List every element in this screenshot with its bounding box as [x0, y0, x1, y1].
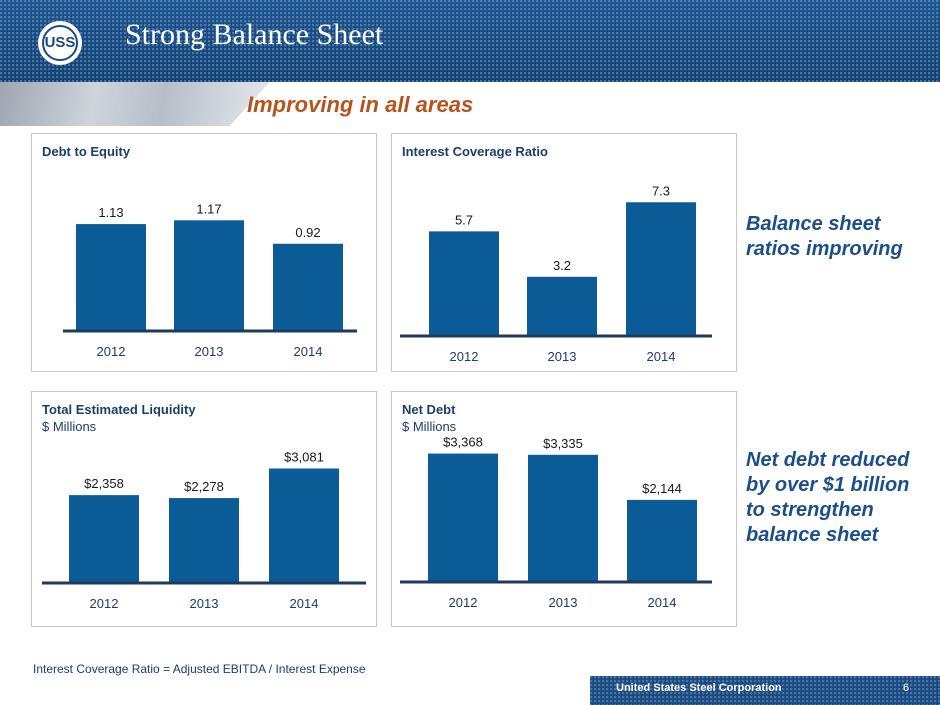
- callout-line: Balance sheet: [746, 213, 881, 235]
- tick-label-2014: 2014: [648, 595, 677, 610]
- chart-net-debt: $3,368 2012 $3,335 2013 $2,144 2014: [400, 435, 712, 610]
- data-label-2014: 0.92: [295, 225, 320, 240]
- bar-2012: [428, 453, 498, 581]
- uss-logo-text: USS: [42, 25, 78, 61]
- panel-debt-to-equity: Debt to Equity 1.13 2012 1.17 2013 0.92 2014: [31, 133, 377, 372]
- footnote: Interest Coverage Ratio = Adjusted EBITD…: [33, 662, 366, 676]
- data-label-2013: $3,335: [543, 436, 583, 451]
- tick-label-2013: 2013: [190, 596, 219, 611]
- callout-line: Net debt reduced: [746, 449, 910, 471]
- callout-net-debt: Net debt reduced by over $1 billion to s…: [746, 448, 909, 548]
- panel-net-debt: Net Debt $ Millions $3,368 2012 $3,335 2013…: [391, 391, 737, 627]
- callout-line: to strengthen: [746, 499, 874, 521]
- data-label-2012: 1.13: [98, 205, 123, 220]
- data-label-2012: $3,368: [443, 435, 483, 450]
- bar-2014: [627, 499, 697, 581]
- page-subtitle: Improving in all areas: [247, 92, 474, 117]
- tick-label-2012: 2012: [97, 344, 126, 359]
- chart-subtitle: $ Millions: [402, 419, 457, 434]
- tick-label-2014: 2014: [647, 349, 676, 364]
- callout-line: ratios improving: [746, 238, 903, 260]
- bar-2013: [174, 220, 244, 330]
- data-label-2012: $2,358: [84, 476, 124, 491]
- chart-title: Total Estimated Liquidity: [42, 402, 196, 417]
- tick-label-2014: 2014: [294, 344, 323, 359]
- bar-2014: [626, 202, 696, 335]
- panel-total-liquidity: Total Estimated Liquidity $ Millions $2,…: [31, 391, 377, 627]
- tick-label-2012: 2012: [450, 349, 479, 364]
- uss-logo: USS: [38, 21, 82, 65]
- data-label-2013: 1.17: [196, 201, 221, 216]
- tick-label-2013: 2013: [549, 595, 578, 610]
- chart-subtitle: $ Millions: [42, 419, 97, 434]
- callout-line: by over $1 billion: [746, 474, 910, 496]
- chart-debt-to-equity: 1.13 2012 1.17 2013 0.92 2014: [63, 201, 357, 359]
- data-label-2013: 3.2: [553, 258, 571, 273]
- steel-graphic: [0, 82, 270, 126]
- bar-2012: [69, 495, 139, 582]
- data-label-2012: 5.7: [455, 212, 473, 227]
- panel-interest-coverage: Interest Coverage Ratio 5.7 2012 3.2 2013 7.…: [391, 133, 737, 372]
- tick-label-2012: 2012: [449, 595, 478, 610]
- bar-2013: [528, 454, 598, 581]
- tick-label-2014: 2014: [290, 596, 319, 611]
- chart-title: Net Debt: [402, 402, 456, 417]
- company-name: United States Steel Corporation: [616, 682, 782, 694]
- data-label-2014: $2,144: [642, 481, 682, 496]
- callout-line: balance sheet: [746, 524, 879, 546]
- data-label-2013: $2,278: [184, 479, 224, 494]
- tick-label-2013: 2013: [195, 344, 224, 359]
- bar-2014: [269, 468, 339, 582]
- data-label-2014: 7.3: [652, 183, 670, 198]
- bar-2012: [76, 224, 146, 330]
- chart-total-liquidity: $2,358 2012 $2,278 2013 $3,081 2014: [42, 449, 366, 611]
- chart-title: Debt to Equity: [42, 144, 131, 159]
- tick-label-2012: 2012: [90, 596, 119, 611]
- header-banner: [0, 0, 940, 82]
- bar-2014: [273, 243, 343, 330]
- chart-title: Interest Coverage Ratio: [402, 144, 548, 159]
- data-label-2014: $3,081: [284, 449, 324, 464]
- chart-interest-coverage: 5.7 2012 3.2 2013 7.3 2014: [400, 183, 712, 364]
- page-number: 6: [903, 682, 910, 694]
- page-title: Strong Balance Sheet: [125, 18, 384, 51]
- footer-bar: [590, 676, 940, 705]
- callout-balance-sheet: Balance sheet ratios improving: [746, 212, 903, 262]
- tick-label-2013: 2013: [548, 349, 577, 364]
- bar-2013: [169, 498, 239, 582]
- bar-2013: [527, 276, 597, 335]
- bar-2012: [429, 231, 499, 335]
